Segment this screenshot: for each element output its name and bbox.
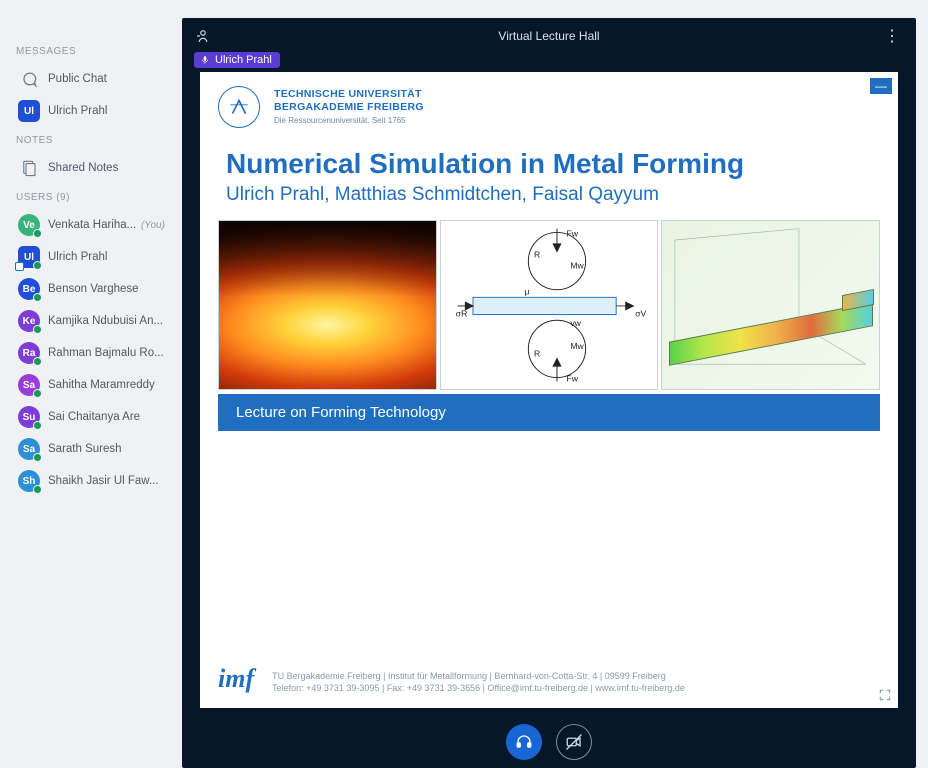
camera-button[interactable] <box>556 724 592 760</box>
user-avatar: Be <box>18 278 40 300</box>
svg-text:Mw: Mw <box>570 261 584 271</box>
user-avatar: Sh <box>18 470 40 492</box>
status-dot-icon <box>33 293 42 302</box>
minimize-presentation-button[interactable]: — <box>870 78 892 94</box>
user-avatar: Sa <box>18 438 40 460</box>
user-avatar: Sa <box>18 374 40 396</box>
section-notes-header: NOTES <box>16 135 176 146</box>
user-name-label: Sai Chaitanya Are <box>48 411 140 423</box>
status-dot-icon <box>33 229 42 238</box>
presenter-name: Ulrich Prahl <box>215 54 272 66</box>
userlist-toggle[interactable] <box>194 27 212 45</box>
headset-icon <box>515 733 533 751</box>
user-name-label: Sahitha Maramreddy <box>48 379 155 391</box>
user-row[interactable]: Ul Ulrich Prahl <box>12 241 176 273</box>
you-tag: (You) <box>138 220 165 231</box>
svg-text:R: R <box>534 249 540 259</box>
user-avatar: Ke <box>18 310 40 332</box>
svg-text:R: R <box>534 349 540 359</box>
audio-button[interactable] <box>506 724 542 760</box>
user-row[interactable]: Ke Kamjika Ndubuisi An... <box>12 305 176 337</box>
public-chat-label: Public Chat <box>48 73 107 85</box>
shared-notes-label: Shared Notes <box>48 162 118 174</box>
university-seal-icon <box>218 86 260 128</box>
status-dot-icon <box>33 453 42 462</box>
status-dot-icon <box>33 421 42 430</box>
status-dot-icon <box>33 261 42 270</box>
footer-line1: TU Bergakademie Freiberg | Institut für … <box>272 670 685 682</box>
shared-notes-item[interactable]: Shared Notes <box>12 152 176 184</box>
user-row[interactable]: Ve Venkata Hariha... (You) <box>12 209 176 241</box>
svg-text:vw: vw <box>570 318 581 328</box>
imf-logo: imf <box>218 664 254 694</box>
notes-icon <box>18 157 40 179</box>
user-name-label: Rahman Bajmalu Ro... <box>48 347 164 359</box>
image-simulation <box>661 220 880 390</box>
university-text: TECHNISCHE UNIVERSITÄT BERGAKADEMIE FREI… <box>274 88 424 126</box>
user-row[interactable]: Sa Sahitha Maramreddy <box>12 369 176 401</box>
footer-line2: Telefon: +49 3731 39-3095 | Fax: +49 373… <box>272 682 685 694</box>
slide-title: Numerical Simulation in Metal Forming <box>226 148 872 180</box>
svg-text:μ: μ <box>524 287 529 297</box>
section-messages-header: MESSAGES <box>16 46 176 57</box>
user-name-label: Sarath Suresh <box>48 443 122 455</box>
svg-text:Fw: Fw <box>566 228 578 238</box>
fullscreen-button[interactable] <box>876 686 894 704</box>
chat-icon <box>18 68 40 90</box>
slide-header: TECHNISCHE UNIVERSITÄT BERGAKADEMIE FREI… <box>200 72 898 138</box>
media-controls <box>182 716 916 768</box>
image-forging <box>218 220 437 390</box>
mic-icon <box>200 55 210 65</box>
options-menu[interactable]: ⋮ <box>880 24 904 48</box>
image-rolling-diagram: Fw R Mw μ vw σR σV R Mw Fw <box>440 220 659 390</box>
private-chat-item[interactable]: Ul Ulrich Prahl <box>12 95 176 127</box>
users-icon <box>194 27 212 45</box>
svg-text:σV: σV <box>635 308 646 318</box>
status-dot-icon <box>33 325 42 334</box>
status-dot-icon <box>33 389 42 398</box>
user-row[interactable]: Sa Sarath Suresh <box>12 433 176 465</box>
svg-text:Fw: Fw <box>566 373 578 383</box>
user-name-label: Venkata Hariha... (You) <box>48 219 165 231</box>
user-list: Ve Venkata Hariha... (You) Ul Ulrich Prahl B… <box>12 209 176 497</box>
user-avatar: Ra <box>18 342 40 364</box>
user-name-label: Ulrich Prahl <box>48 251 107 263</box>
room-title: Virtual Lecture Hall <box>498 29 599 43</box>
user-name-label: Benson Varghese <box>48 283 139 295</box>
slide-image-row: Fw R Mw μ vw σR σV R Mw Fw <box>200 214 898 390</box>
presenter-badge-icon <box>15 262 24 271</box>
user-avatar: Ve <box>18 214 40 236</box>
presentation-area: Virtual Lecture Hall ⋮ Ulrich Prahl — T <box>182 18 916 768</box>
svg-text:σR: σR <box>455 308 467 318</box>
kebab-icon: ⋮ <box>884 26 900 46</box>
sidebar: MESSAGES Public Chat Ul Ulrich Prahl NOT… <box>12 18 182 768</box>
private-chat-avatar: Ul <box>18 100 40 122</box>
status-dot-icon <box>33 485 42 494</box>
slide-subtitle-band: Lecture on Forming Technology <box>218 394 880 431</box>
user-name-label: Kamjika Ndubuisi An... <box>48 315 163 327</box>
svg-text:Mw: Mw <box>570 341 584 351</box>
status-dot-icon <box>33 357 42 366</box>
presenter-chip[interactable]: Ulrich Prahl <box>194 52 280 68</box>
fullscreen-icon <box>878 688 892 702</box>
user-name-label: Shaikh Jasir Ul Faw... <box>48 475 159 487</box>
public-chat-item[interactable]: Public Chat <box>12 63 176 95</box>
user-row[interactable]: Be Benson Varghese <box>12 273 176 305</box>
user-row[interactable]: Su Sai Chaitanya Are <box>12 401 176 433</box>
topbar: Virtual Lecture Hall ⋮ <box>182 18 916 54</box>
user-row[interactable]: Ra Rahman Bajmalu Ro... <box>12 337 176 369</box>
camera-off-icon <box>565 733 583 751</box>
slide: — TECHNISCHE UNIVERSITÄT BERGAKADEMIE FR… <box>200 72 898 708</box>
private-chat-label: Ulrich Prahl <box>48 105 107 117</box>
slide-footer: imf TU Bergakademie Freiberg | Institut … <box>200 654 898 708</box>
user-avatar: Su <box>18 406 40 428</box>
section-users-header: USERS (9) <box>16 192 176 203</box>
user-avatar: Ul <box>18 246 40 268</box>
slide-authors: Ulrich Prahl, Matthias Schmidtchen, Fais… <box>226 184 872 206</box>
user-row[interactable]: Sh Shaikh Jasir Ul Faw... <box>12 465 176 497</box>
